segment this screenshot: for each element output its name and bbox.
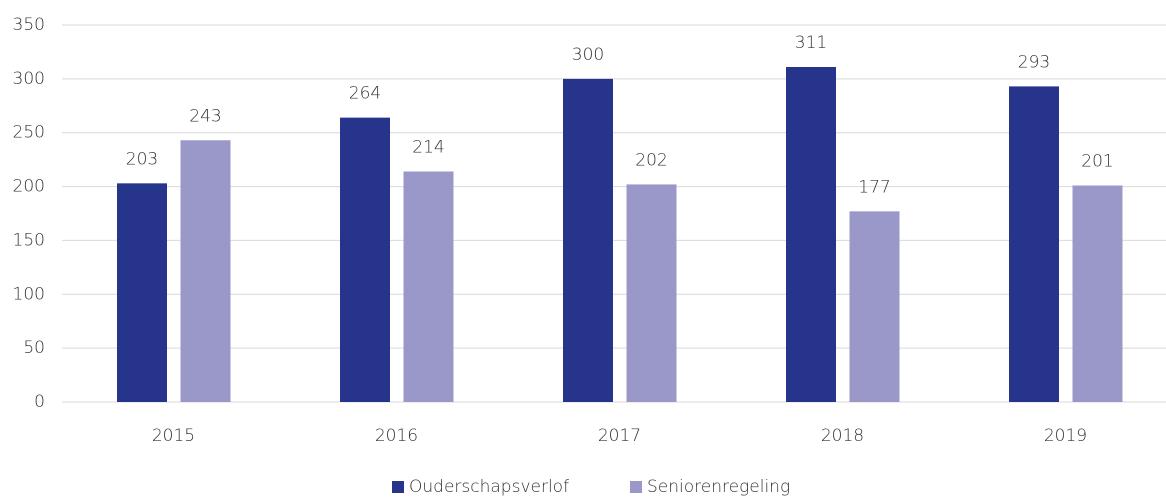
bar	[340, 117, 390, 403]
bar	[403, 171, 454, 402]
bar	[117, 183, 167, 402]
data-label: 264	[349, 84, 381, 104]
y-tick-label: 350	[13, 15, 45, 35]
data-label: 293	[1018, 52, 1050, 72]
bar	[180, 140, 231, 403]
x-tick-label: 2017	[598, 426, 641, 446]
y-tick-label: 250	[13, 123, 45, 143]
data-label: 311	[795, 33, 827, 53]
y-tick-label: 100	[13, 284, 45, 304]
x-tick-label: 2016	[375, 426, 418, 446]
data-label: 243	[189, 106, 221, 126]
legend-label: Seniorenregeling	[647, 477, 790, 497]
y-tick-label: 200	[13, 177, 45, 197]
bar	[1009, 86, 1059, 402]
y-tick-label: 50	[23, 338, 45, 358]
y-tick-label: 150	[13, 230, 45, 250]
x-tick-label: 2015	[152, 426, 195, 446]
data-label: 177	[858, 177, 890, 197]
legend-swatch	[630, 481, 642, 493]
data-label: 203	[126, 149, 158, 169]
legend-swatch	[392, 481, 404, 493]
y-tick-label: 0	[34, 392, 45, 412]
data-label: 202	[635, 150, 667, 170]
bar	[626, 184, 677, 402]
legend-label: Ouderschapsverlof	[409, 477, 569, 497]
data-label: 201	[1081, 151, 1113, 171]
data-label: 214	[412, 137, 444, 157]
bar	[563, 78, 613, 402]
bar	[1072, 185, 1123, 402]
bar	[786, 67, 836, 402]
data-label: 300	[572, 45, 604, 65]
x-tick-label: 2019	[1044, 426, 1087, 446]
bar	[849, 211, 900, 402]
y-tick-label: 300	[13, 69, 45, 89]
x-tick-label: 2018	[821, 426, 864, 446]
